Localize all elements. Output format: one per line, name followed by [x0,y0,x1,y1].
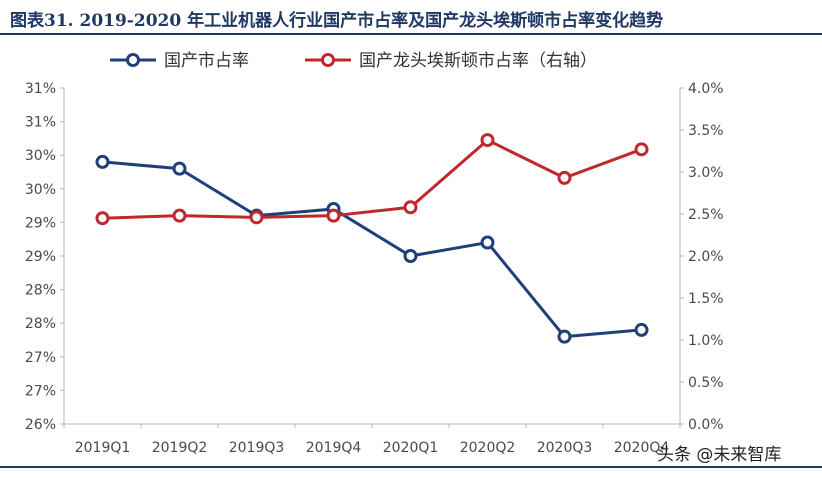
series-1-point [403,249,418,263]
series-2-point [403,200,418,215]
x-tick-label: 2020Q1 [383,440,439,456]
right-tick-label: 0.0% [688,417,724,433]
series-2-point [326,208,341,223]
legend-label-2: 国产龙头埃斯顿市占率（右轴） [359,51,597,71]
series-line-1 [102,160,642,339]
right-tick-label: 0.5% [688,375,724,391]
series-2-point [95,211,110,226]
series-1-point [634,322,649,337]
right-tick-label: 3.5% [688,123,724,139]
left-tick-label: 31% [25,81,56,97]
left-tick-label: 28% [25,283,56,299]
right-tick-label: 1.0% [688,333,724,349]
right-tick-label: 3.0% [688,165,724,181]
left-tick-label: 29% [25,215,56,231]
figure-title: 图表31. 2019-2020 年工业机器人行业国产市占率及国产龙头埃斯顿市占率… [10,11,664,31]
series-1-point [95,154,110,169]
left-tick-label: 30% [25,182,56,198]
legend-marker-1 [126,53,140,67]
series-2-point [634,142,649,157]
watermark: 头条 @未来智库 [657,445,782,465]
left-tick-label: 29% [25,249,56,265]
legend-label-1: 国产市占率 [164,51,249,71]
right-tick-label: 4.0% [688,81,724,97]
series-1-point [172,161,187,176]
left-tick-label: 27% [25,350,56,366]
series-2-point [480,133,495,148]
series-line-2 [102,138,643,220]
legend-marker-2 [321,53,335,67]
series-1-point [557,329,572,344]
x-tick-label: 2019Q4 [306,440,362,456]
series-1-point [480,235,495,250]
left-tick-label: 31% [25,115,56,131]
series-2-point [172,208,187,223]
left-tick-label: 26% [25,417,56,433]
left-tick-label: 28% [25,316,56,332]
x-tick-label: 2020Q3 [537,440,593,456]
x-tick-label: 2020Q2 [460,440,516,456]
left-tick-label: 27% [25,383,56,399]
x-tick-label: 2019Q3 [229,440,285,456]
series-2-point [249,210,264,225]
right-tick-label: 1.5% [688,291,724,307]
series-2-point [557,170,572,185]
right-tick-label: 2.0% [688,249,724,265]
right-tick-label: 2.5% [688,207,724,223]
x-tick-label: 2020Q4 [614,440,670,456]
left-tick-label: 30% [25,148,56,164]
x-tick-label: 2019Q1 [75,440,131,456]
x-tick-label: 2019Q2 [152,440,208,456]
bottom-rule [0,466,822,468]
title-rule [0,33,822,35]
